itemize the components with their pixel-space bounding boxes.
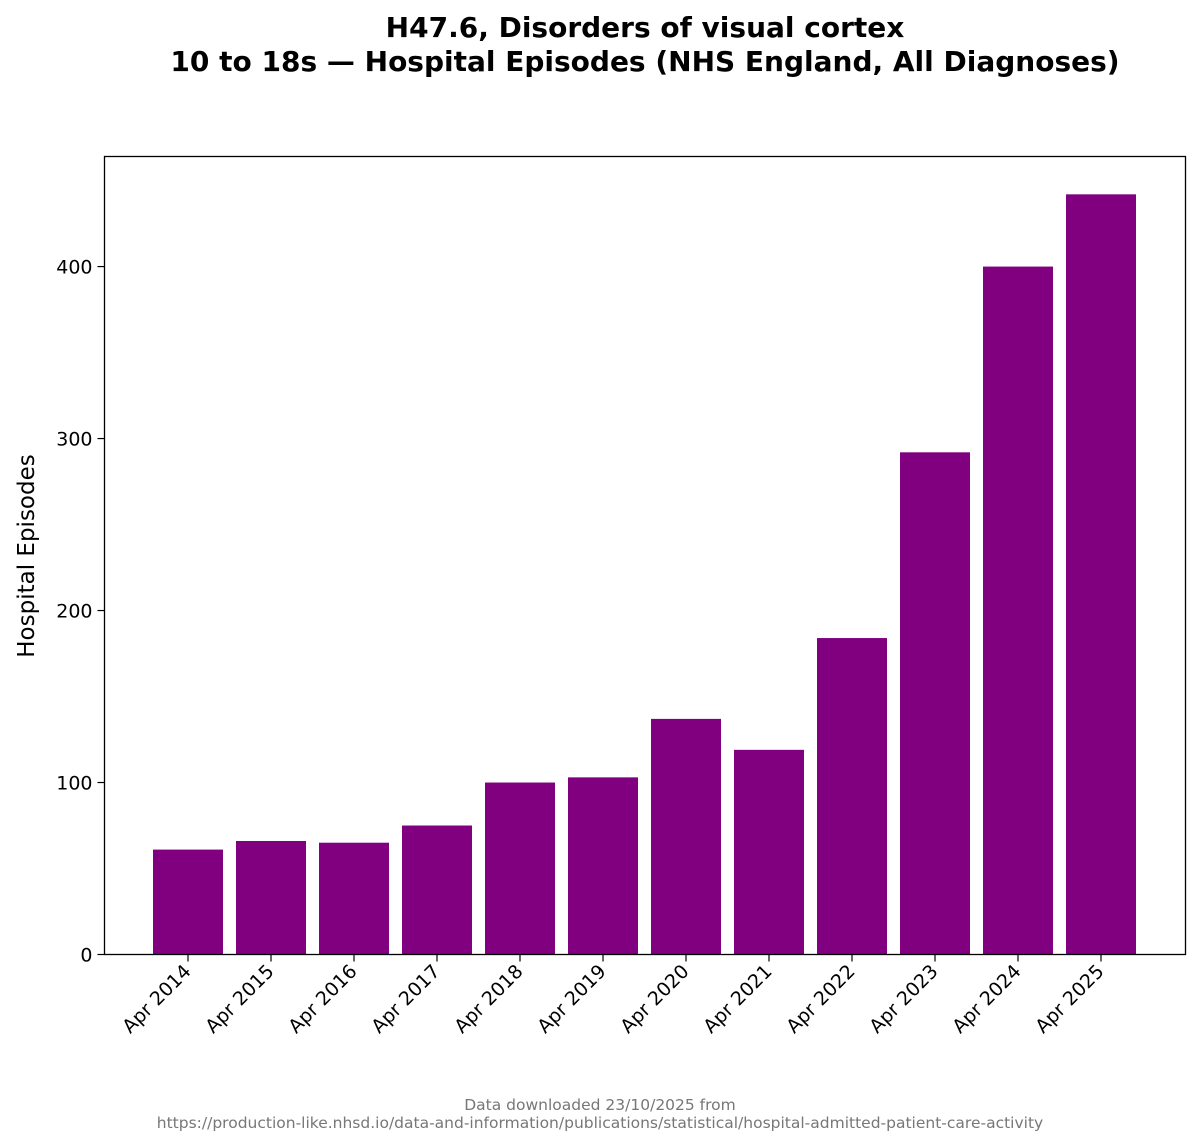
- bar-apr-2016: [319, 842, 389, 955]
- y-tick-label: 100: [56, 773, 92, 795]
- bars-group: [153, 194, 1136, 955]
- x-tick-label: Apr 2023: [865, 960, 942, 1037]
- y-tick-label: 0: [80, 945, 92, 967]
- x-tick-label: Apr 2024: [948, 960, 1025, 1037]
- bar-apr-2023: [900, 452, 970, 955]
- footer-source-line-2: https://production-like.nhsd.io/data-and…: [157, 1114, 1043, 1132]
- y-axis-ticks: 0 100 200 300 400: [56, 257, 105, 967]
- plot-area-frame: [103, 155, 1187, 956]
- x-tick-label: Apr 2019: [533, 960, 610, 1037]
- y-axis-label: Hospital Episodes: [14, 454, 40, 657]
- bar-apr-2025: [1066, 194, 1136, 955]
- bar-apr-2024: [983, 266, 1053, 955]
- x-tick-label: Apr 2018: [450, 960, 527, 1037]
- bar-apr-2020: [651, 718, 721, 955]
- x-tick-label: Apr 2014: [118, 960, 195, 1037]
- bar-apr-2021: [734, 749, 804, 955]
- x-tick-label: Apr 2022: [782, 960, 859, 1037]
- y-tick-label: 200: [56, 601, 92, 623]
- x-tick-label: Apr 2017: [367, 960, 444, 1037]
- footer-source-line-1: Data downloaded 23/10/2025 from: [464, 1096, 736, 1114]
- x-axis-ticks: Apr 2014 Apr 2015 Apr 2016 Apr 2017 Apr 2018…: [118, 954, 1109, 1038]
- y-tick-label: 400: [56, 257, 92, 279]
- chart-title-line-1: H47.6, Disorders of visual cortex: [386, 11, 905, 44]
- x-tick-label: Apr 2021: [699, 960, 776, 1037]
- bar-apr-2018: [485, 782, 555, 955]
- bar-apr-2015: [236, 840, 306, 955]
- x-tick-label: Apr 2015: [201, 960, 278, 1037]
- bar-apr-2019: [568, 777, 638, 955]
- bar-apr-2014: [153, 849, 223, 955]
- bar-apr-2022: [817, 638, 887, 955]
- x-tick-label: Apr 2016: [284, 960, 361, 1037]
- x-tick-label: Apr 2020: [616, 960, 693, 1037]
- bar-apr-2017: [402, 825, 472, 955]
- chart-title-line-2: 10 to 18s — Hospital Episodes (NHS Engla…: [170, 45, 1119, 78]
- y-tick-label: 300: [56, 429, 92, 451]
- x-tick-label: Apr 2025: [1031, 960, 1108, 1037]
